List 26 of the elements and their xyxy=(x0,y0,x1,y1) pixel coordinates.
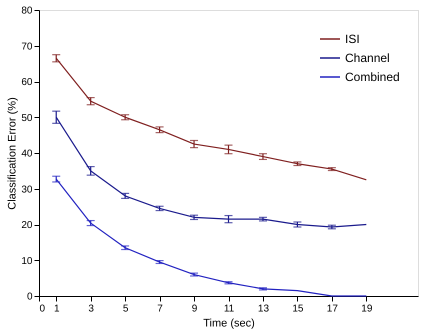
x-tick-label: 3 xyxy=(88,304,94,314)
x-tick-label: 9 xyxy=(192,304,198,314)
legend-label: Combined xyxy=(345,70,400,84)
x-tick-label: 0 xyxy=(40,304,46,314)
x-tick-label: 15 xyxy=(292,304,304,314)
x-tick-label: 13 xyxy=(258,304,270,314)
y-tick-label: 20 xyxy=(21,220,33,231)
y-tick-label: 10 xyxy=(21,256,33,267)
legend-label: Channel xyxy=(345,51,390,65)
y-tick-label: 40 xyxy=(21,148,33,160)
x-tick-label: 11 xyxy=(224,304,235,314)
x-tick-label: 7 xyxy=(157,304,164,314)
y-tick-label: 60 xyxy=(21,77,33,88)
y-tick-label: 30 xyxy=(21,184,33,196)
y-tick-label: 50 xyxy=(21,112,33,124)
legend-label: ISI xyxy=(345,32,360,46)
x-tick-label: 19 xyxy=(361,304,373,314)
y-axis-title: Classification Error (%) xyxy=(6,97,18,210)
x-tick-label: 5 xyxy=(122,304,129,314)
y-tick-label: 80 xyxy=(21,6,33,16)
x-axis-title: Time (sec) xyxy=(203,318,255,330)
y-tick-label: 0 xyxy=(26,292,33,302)
x-tick-label: 17 xyxy=(326,304,338,314)
line-series xyxy=(56,178,367,297)
x-tick-label: 1 xyxy=(54,304,60,314)
y-tick-label: 70 xyxy=(21,41,33,52)
